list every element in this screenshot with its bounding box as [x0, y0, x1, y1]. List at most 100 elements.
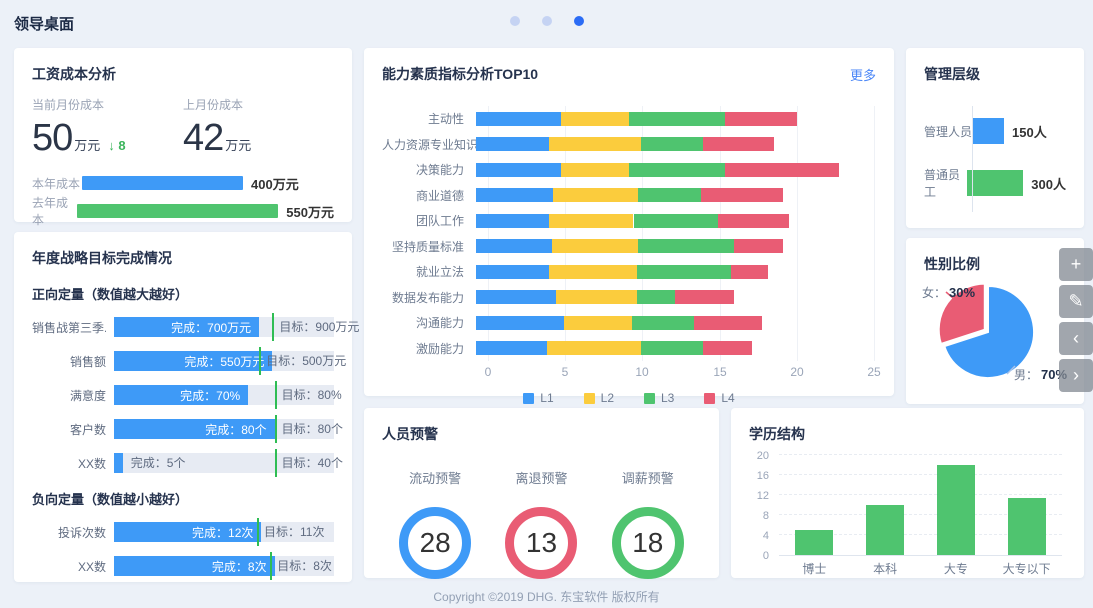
strategy-progress-fill: 完成：550万元: [114, 351, 273, 371]
ability-gridline: [874, 106, 875, 361]
ability-category-label: 主动性: [427, 112, 464, 127]
ability-row: 数据发布能力: [382, 285, 876, 311]
education-x-labels: 博士 本科 大专 大专以下: [779, 560, 1062, 577]
gender-pie-chart: [937, 282, 1036, 379]
education-tick-label: 20: [756, 450, 769, 462]
strategy-row-label: 满意度: [69, 388, 106, 403]
last-month-value: 42: [183, 117, 224, 159]
education-bar-3: [936, 465, 975, 555]
ability-bar: [476, 336, 862, 362]
warning-label: 调薪预警: [621, 471, 674, 486]
strategy-target-marker: [270, 552, 273, 580]
strategy-target-text: 目标：500万元: [266, 354, 347, 368]
strategy-row-label: XX数: [77, 456, 106, 471]
strategy-progress-track: 完成：12次 目标：11次: [114, 518, 334, 546]
prev-icon: ‹: [1073, 328, 1079, 348]
warning-ring: 18: [611, 507, 684, 579]
next-button[interactable]: ›: [1059, 359, 1093, 392]
strategy-done-text: 完成：550万元: [184, 354, 265, 369]
ability-segment-L4: [718, 213, 790, 228]
ability-segment-L3: [641, 137, 703, 152]
ability-segment-L3: [638, 239, 734, 254]
next-icon: ›: [1073, 365, 1079, 385]
ability-stacked-chart: 主动性 人力资源专业知识 决策能力 商业道德 团队工作 坚持质量标准 就业立法 数据发布能力沟…: [382, 106, 881, 405]
strategy-goal-card: 年度战略目标完成情况 正向定量（数值越大越好） 销售战第三季... 完成：700万元…: [14, 232, 359, 582]
education-gridline: [779, 474, 1062, 475]
management-bar-value: 300人: [1031, 176, 1066, 192]
warning-ring: 28: [399, 507, 472, 579]
education-plot-area: [779, 454, 1062, 556]
ability-segment-L2: [556, 290, 637, 305]
management-axis-line: [972, 106, 973, 212]
warning-value: 28: [419, 527, 451, 558]
side-action-buttons: + ✎ ‹ ›: [1059, 248, 1093, 396]
edit-button[interactable]: ✎: [1059, 285, 1093, 318]
legend-swatch: [523, 392, 535, 404]
pie-slice-female: [937, 282, 986, 346]
strategy-row: 满意度 完成：70% 目标：80%: [32, 381, 342, 409]
education-bar-column: [936, 465, 975, 555]
education-x-label: 大专以下: [1002, 562, 1051, 576]
ability-category-label: 人力资源专业知识: [382, 137, 479, 152]
ability-category-label: 商业道德: [415, 188, 464, 203]
strategy-row: 客户数 完成：80个 目标：80个: [32, 415, 343, 443]
education-bar-column: [866, 505, 905, 555]
education-bar-chart: 0 4 8 12 16 20 博士 本科 大专 大专以下: [749, 450, 1066, 578]
pie-slice-male: [943, 284, 1036, 379]
add-icon: +: [1070, 254, 1082, 274]
strategy-progress-fill: 完成：700万元: [114, 317, 260, 337]
strategy-progress-track: 完成：80个 目标：80个: [114, 415, 343, 443]
add-button[interactable]: +: [1059, 248, 1093, 281]
ability-bar: [476, 157, 862, 183]
ability-gridline: [797, 106, 798, 361]
salary-year-bars: 本年成本 400万元 去年成本 550万元: [32, 176, 334, 227]
ability-row: 主动性: [382, 106, 876, 132]
ability-segment-L4: [701, 188, 784, 203]
ability-bar: [476, 208, 862, 234]
arrow-down-icon: ↓: [108, 138, 115, 153]
education-gridline: [779, 514, 1062, 515]
ability-row: 决策能力: [382, 157, 876, 183]
education-tick-label: 0: [762, 550, 769, 562]
management-bar-value: 150人: [1012, 124, 1047, 140]
strategy-done-text: 完成：5个: [130, 456, 186, 470]
ability-segment-L3: [628, 162, 725, 177]
strategy-progress-fill: 完成：70%: [114, 385, 249, 405]
education-x-label: 大专: [943, 562, 968, 576]
education-bar-1: [795, 530, 834, 555]
warning-item-3: 调薪预警 18: [611, 468, 684, 579]
education-bar-4: [1007, 497, 1046, 555]
ability-segment-L4: [724, 162, 839, 177]
ability-category-label: 激励能力: [415, 341, 464, 356]
ability-segment-L4: [733, 239, 784, 254]
legend-item-L3: L3: [644, 391, 674, 405]
ability-category-label: 坚持质量标准: [391, 239, 464, 254]
warning-card-title: 人员预警: [382, 426, 438, 442]
female-leader-line: [945, 291, 954, 299]
current-month-unit: 万元: [74, 138, 101, 153]
ability-axis-tick: 15: [713, 365, 727, 379]
strategy-target-text: 目标：80个: [281, 422, 343, 436]
strategy-row-label: 客户数: [69, 422, 106, 437]
carousel-dot-2[interactable]: [541, 16, 552, 26]
prev-button[interactable]: ‹: [1059, 322, 1093, 355]
salary-bar-2: [77, 204, 279, 218]
ability-category-label: 数据发布能力: [391, 290, 464, 305]
legend-label: L3: [661, 391, 675, 405]
management-bar-1: [972, 118, 1004, 144]
carousel-dot-1[interactable]: [509, 16, 520, 26]
legend-swatch: [644, 392, 655, 404]
carousel-dot-3[interactable]: [573, 16, 584, 26]
ability-segment-L1: [476, 137, 549, 152]
strategy-row-label: 投诉次数: [57, 525, 106, 540]
salary-summary: 当前月份成本 50 万元 ↓ 8 上月份成本 42 万元: [32, 96, 334, 160]
ability-indicator-card: 能力素质指标分析TOP10 更多 主动性 人力资源专业知识 决策能力 商业道德 团队工作…: [364, 48, 894, 405]
ability-segment-L2: [553, 188, 639, 203]
salary-bar-1: [82, 176, 243, 190]
more-link[interactable]: 更多: [849, 67, 876, 83]
ability-segment-L2: [548, 264, 637, 279]
ability-bar: [476, 285, 862, 311]
management-row: 管理人员 150人: [924, 118, 1066, 144]
ability-segment-L2: [548, 137, 642, 152]
